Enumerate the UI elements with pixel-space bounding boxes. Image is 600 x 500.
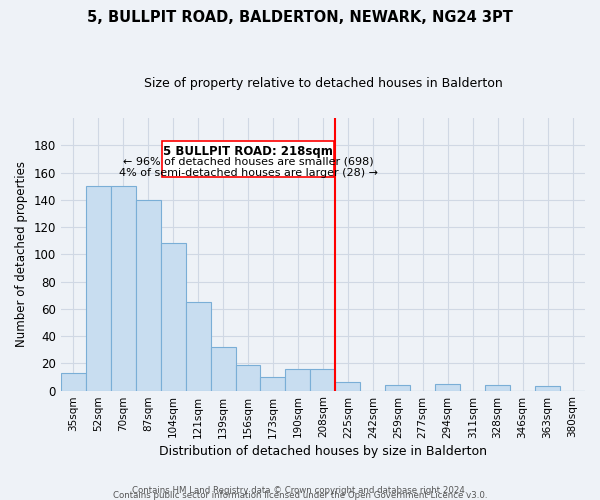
Title: Size of property relative to detached houses in Balderton: Size of property relative to detached ho… bbox=[143, 78, 502, 90]
Bar bbox=[435, 384, 460, 390]
Bar bbox=[535, 386, 560, 390]
Text: Contains HM Land Registry data © Crown copyright and database right 2024.: Contains HM Land Registry data © Crown c… bbox=[132, 486, 468, 495]
Bar bbox=[236, 364, 260, 390]
Bar bbox=[136, 200, 161, 390]
Bar bbox=[335, 382, 361, 390]
FancyBboxPatch shape bbox=[162, 141, 334, 176]
Bar bbox=[185, 302, 211, 390]
Text: Contains public sector information licensed under the Open Government Licence v3: Contains public sector information licen… bbox=[113, 490, 487, 500]
X-axis label: Distribution of detached houses by size in Balderton: Distribution of detached houses by size … bbox=[159, 444, 487, 458]
Bar bbox=[161, 244, 185, 390]
Text: 5, BULLPIT ROAD, BALDERTON, NEWARK, NG24 3PT: 5, BULLPIT ROAD, BALDERTON, NEWARK, NG24… bbox=[87, 10, 513, 25]
Bar bbox=[111, 186, 136, 390]
Bar bbox=[61, 373, 86, 390]
Bar bbox=[385, 385, 410, 390]
Text: 5 BULLPIT ROAD: 218sqm: 5 BULLPIT ROAD: 218sqm bbox=[163, 146, 333, 158]
Y-axis label: Number of detached properties: Number of detached properties bbox=[15, 162, 28, 348]
Bar bbox=[86, 186, 111, 390]
Bar bbox=[260, 377, 286, 390]
Bar bbox=[211, 347, 236, 391]
Text: ← 96% of detached houses are smaller (698): ← 96% of detached houses are smaller (69… bbox=[122, 157, 373, 167]
Bar bbox=[286, 369, 310, 390]
Bar bbox=[485, 385, 510, 390]
Text: 4% of semi-detached houses are larger (28) →: 4% of semi-detached houses are larger (2… bbox=[119, 168, 377, 178]
Bar bbox=[310, 369, 335, 390]
